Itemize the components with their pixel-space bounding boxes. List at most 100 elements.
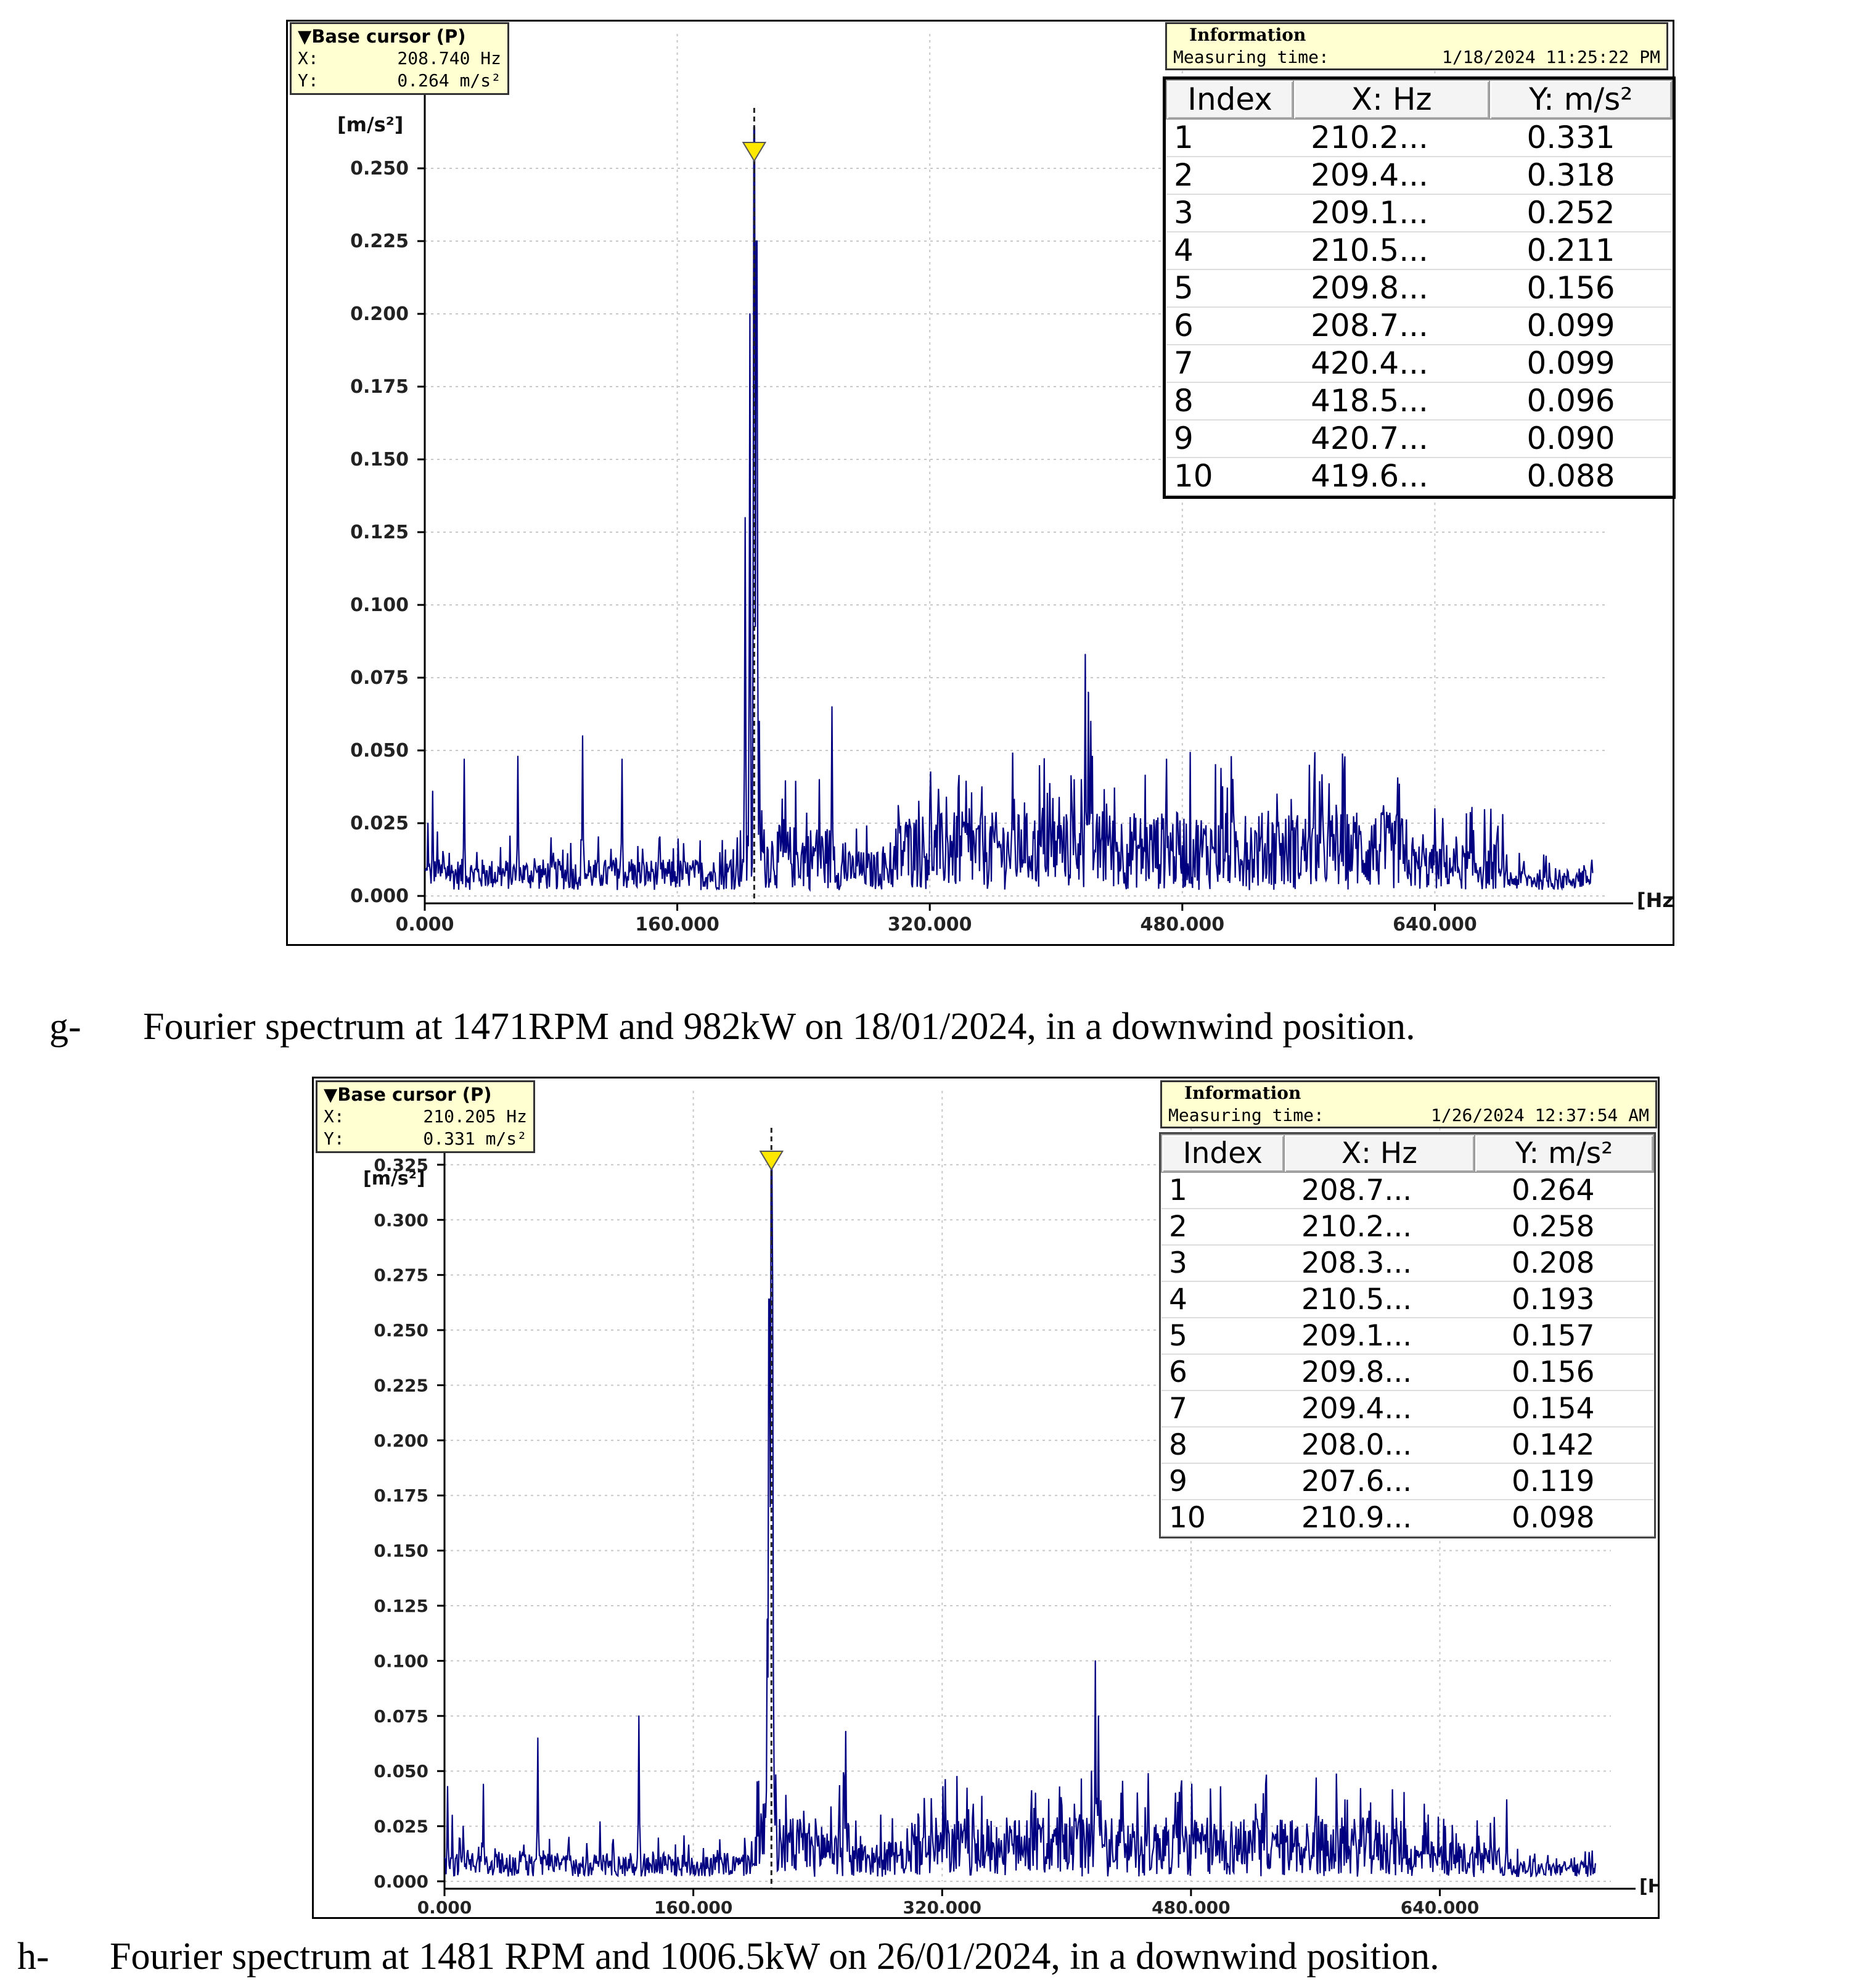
row-frequency: 418.5... — [1293, 382, 1490, 421]
row-amplitude: 0.156 — [1489, 269, 1672, 308]
row-amplitude: 0.157 — [1474, 1318, 1653, 1355]
table-header-x[interactable]: X: Hz — [1293, 80, 1491, 120]
base-cursor-box-g[interactable]: ▼Base cursor (P) X: 208.740 Hz Y: 0.264 m/… — [290, 22, 509, 95]
spectrum-chart-h: 0.000 0.025 0.050 0.075 0.100 0.125 0.150 0.175… — [363, 1091, 1658, 1917]
spectrum-peak — [1120, 1792, 1122, 1794]
table-header-y[interactable]: Y: m/s² — [1473, 1134, 1655, 1173]
row-frequency: 210.2... — [1284, 1209, 1475, 1246]
y-tick-label: 0.175 — [350, 376, 409, 398]
table-row[interactable]: 10 210.9... 0.098 — [1161, 1500, 1653, 1537]
row-index: 10 — [1166, 458, 1294, 496]
row-amplitude: 0.096 — [1489, 382, 1672, 421]
table-row[interactable]: 6 209.8... 0.156 — [1161, 1354, 1653, 1391]
table-row[interactable]: 1 208.7... 0.264 — [1161, 1172, 1653, 1209]
spectrum-peak — [436, 831, 438, 833]
table-row[interactable]: 2 209.4... 0.318 — [1166, 157, 1672, 195]
row-amplitude: 0.154 — [1474, 1390, 1653, 1427]
table-header-index[interactable]: Index — [1161, 1134, 1285, 1173]
measuring-time-value: 1/18/2024 11:25:22 PM — [1441, 47, 1660, 67]
y-tick-label: 0.325 — [374, 1155, 428, 1175]
table-row[interactable]: 7 209.4... 0.154 — [1161, 1390, 1653, 1427]
spectrum-peak — [447, 1786, 449, 1788]
spectrum-peak — [1592, 872, 1594, 874]
y-tick-label: 0.300 — [374, 1210, 428, 1230]
y-tick-label: 0.275 — [374, 1265, 428, 1286]
row-amplitude: 0.252 — [1489, 194, 1672, 232]
y-tick-label: 0.150 — [374, 1541, 428, 1561]
table-row[interactable]: 6 208.7... 0.099 — [1166, 307, 1672, 345]
table-header-y[interactable]: Y: m/s² — [1489, 80, 1673, 120]
spectrum-peak — [1532, 1859, 1534, 1860]
y-tick-label: 0.100 — [350, 594, 409, 616]
row-amplitude: 0.142 — [1474, 1427, 1653, 1464]
row-amplitude: 0.099 — [1489, 345, 1672, 383]
row-index: 4 — [1166, 232, 1294, 270]
row-frequency: 208.7... — [1293, 307, 1490, 345]
cursor-y-label: Y: — [298, 70, 319, 91]
row-amplitude: 0.331 — [1489, 119, 1672, 157]
row-amplitude: 0.088 — [1489, 458, 1672, 496]
spectrum-peak — [464, 758, 465, 760]
x-tick-label: 0.000 — [417, 1897, 472, 1917]
table-header-x[interactable]: X: Hz — [1283, 1134, 1475, 1173]
x-tick-label: 160.000 — [635, 914, 719, 935]
table-row[interactable]: 9 207.6... 0.119 — [1161, 1463, 1653, 1500]
x-tick-label: 640.000 — [1393, 914, 1477, 935]
table-row[interactable]: 5 209.8... 0.156 — [1166, 269, 1672, 308]
row-amplitude: 0.211 — [1489, 232, 1672, 270]
spectrum-peak — [568, 1836, 570, 1838]
x-tick-label: 320.000 — [888, 914, 972, 935]
base-cursor-marker-icon[interactable] — [742, 142, 767, 162]
table-row[interactable]: 10 419.6... 0.088 — [1166, 458, 1672, 496]
spectrum-peak — [758, 720, 760, 722]
caption-text: Fourier spectrum at 1471RPM and 982kW on… — [143, 1006, 1415, 1048]
base-cursor-box-h[interactable]: ▼Base cursor (P) X: 210.205 Hz Y: 0.331 m/… — [316, 1080, 535, 1153]
y-tick-label: 0.050 — [350, 740, 409, 762]
table-row[interactable]: 4 210.5... 0.211 — [1166, 232, 1672, 270]
spectrum-peak — [517, 755, 519, 757]
y-tick-label: 0.225 — [374, 1375, 428, 1395]
spectrum-peak — [582, 735, 583, 737]
spectrum-peak — [1097, 1715, 1099, 1717]
y-tick-label: 0.200 — [374, 1431, 428, 1451]
row-index: 7 — [1161, 1390, 1284, 1427]
row-amplitude: 0.090 — [1489, 420, 1672, 458]
base-cursor-marker-icon[interactable] — [759, 1151, 784, 1171]
y-tick-label: 0.000 — [374, 1871, 428, 1892]
cursor-x-value: 208.740 Hz — [397, 48, 501, 68]
spectrum-peak — [1594, 1863, 1596, 1865]
peak-table-h: Index X: Hz Y: m/s² 1 208.7... 0.264 2 210.2...… — [1159, 1132, 1656, 1538]
table-row[interactable]: 4 210.5... 0.193 — [1161, 1281, 1653, 1318]
row-frequency: 210.9... — [1284, 1500, 1475, 1537]
measuring-time-value: 1/26/2024 12:37:54 AM — [1430, 1105, 1649, 1125]
row-index: 4 — [1161, 1281, 1284, 1318]
spectrum-line — [444, 1151, 1596, 1878]
table-header-index[interactable]: Index — [1165, 80, 1295, 120]
cursor-x-value: 210.205 Hz — [423, 1106, 527, 1127]
table-row[interactable]: 3 208.3... 0.208 — [1161, 1245, 1653, 1282]
table-row[interactable]: 5 209.1... 0.157 — [1161, 1318, 1653, 1355]
spectrum-peak — [638, 1715, 640, 1717]
row-index: 6 — [1166, 307, 1294, 345]
spectrum-peak — [1529, 877, 1530, 879]
spectrum-peak — [1174, 1792, 1176, 1794]
table-row[interactable]: 9 420.7... 0.090 — [1166, 420, 1672, 458]
y-tick-label: 0.175 — [374, 1485, 428, 1506]
table-row[interactable]: 3 209.1... 0.252 — [1166, 194, 1672, 232]
x-tick-label: 480.000 — [1140, 914, 1224, 935]
table-row[interactable]: 8 418.5... 0.096 — [1166, 382, 1672, 421]
spectrum-peak — [1034, 1792, 1036, 1794]
y-tick-label: 0.150 — [350, 449, 409, 470]
y-tick-label: 0.250 — [350, 158, 409, 179]
cursor-x-label: X: — [298, 48, 319, 68]
spectrum-line — [424, 126, 1594, 892]
table-row[interactable]: 8 208.0... 0.142 — [1161, 1427, 1653, 1464]
y-tick-label: 0.025 — [350, 813, 409, 834]
row-amplitude: 0.264 — [1474, 1172, 1653, 1209]
spectrum-peak — [1088, 691, 1089, 693]
table-row[interactable]: 7 420.4... 0.099 — [1166, 345, 1672, 383]
caption-label: h- — [17, 1936, 49, 1978]
table-row[interactable]: 1 210.2... 0.331 — [1166, 119, 1672, 157]
table-row[interactable]: 2 210.2... 0.258 — [1161, 1209, 1653, 1246]
spectrum-peak — [537, 1737, 539, 1739]
